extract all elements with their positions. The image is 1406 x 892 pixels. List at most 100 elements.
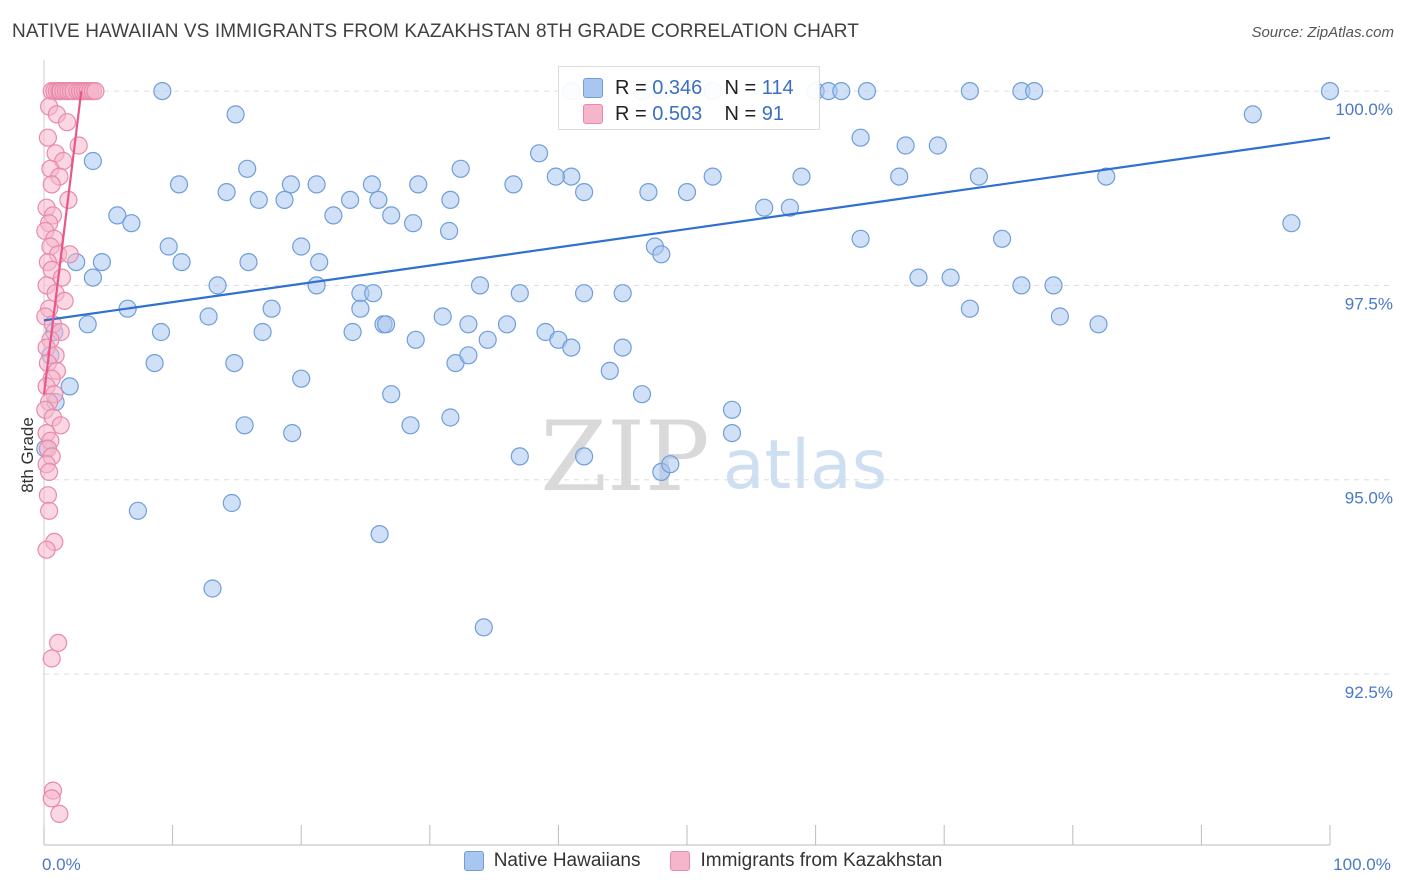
native-hawaiian-point <box>235 416 254 435</box>
native-hawaiian-point <box>275 190 294 209</box>
native-hawaiian-point <box>199 307 218 326</box>
native-hawaiian-point <box>941 268 960 287</box>
native-hawaiian-point <box>370 524 389 544</box>
native-hawaiian-point <box>225 354 244 373</box>
stats-r-label: R = <box>615 102 653 125</box>
kazakhstan-point <box>38 486 58 505</box>
native-hawaiian-point <box>208 276 227 295</box>
kazakhstan-point <box>50 804 69 824</box>
native-hawaiian-point <box>613 338 632 357</box>
native-hawaiian-point <box>83 268 103 287</box>
native-hawaiian-point <box>890 167 909 186</box>
native-hawaiian-point <box>169 175 189 194</box>
native-hawaiian-point <box>281 175 300 194</box>
kazakhstan-point <box>57 113 77 132</box>
native-hawaiian-point <box>451 159 470 178</box>
native-hawaiian-point <box>928 136 947 155</box>
native-hawaiian-point <box>851 229 870 248</box>
series-native-hawaiians <box>36 81 1340 637</box>
stats-n-value: 114 <box>761 76 794 99</box>
kazakhstan-point <box>55 291 74 310</box>
native-hawaiian-point <box>510 284 529 303</box>
native-hawaiian-point <box>292 237 311 256</box>
native-hawaiian-point <box>351 299 370 318</box>
kazakhstan-point <box>51 416 70 435</box>
native-hawaiian-point <box>382 206 401 225</box>
source-label: Source: ZipAtlas.com <box>1251 24 1394 41</box>
native-hawaiian-point <box>1044 276 1063 295</box>
native-hawaiian-point <box>292 369 311 388</box>
native-hawaiian-point <box>780 198 800 217</box>
native-hawaiian-point <box>562 338 581 357</box>
y-tick-label: 95.0% <box>1345 489 1393 508</box>
native-hawaiian-point <box>574 183 594 202</box>
series-immigrants-kazakhstan <box>36 81 105 824</box>
native-hawaiian-point <box>172 253 191 272</box>
tick-labels: 92.5% 95.0% 97.5% 100.0% 0.0% 100.0% <box>42 100 1393 874</box>
native-hawaiian-point <box>832 81 851 101</box>
kazakhstan-point <box>37 540 56 559</box>
native-hawaiian-point <box>703 167 722 186</box>
native-hawaiian-point <box>1243 105 1262 124</box>
native-hawaiian-point <box>222 493 241 513</box>
stats-r-label: R = <box>615 76 653 99</box>
native-hawaiian-point <box>341 190 360 209</box>
kazakhstan-point <box>52 268 72 287</box>
stats-n-label: N = <box>724 76 762 99</box>
native-hawaiian-point <box>1089 315 1108 334</box>
stats-row-native-hawaiians: R = 0.346 N = 114 <box>583 74 794 102</box>
native-hawaiian-point <box>239 253 258 272</box>
native-hawaiian-point <box>1282 214 1301 233</box>
y-tick-label: 97.5% <box>1345 294 1393 313</box>
legend-item-kazakhstan[interactable]: Immigrants from Kazakhstan <box>670 850 942 872</box>
native-hawaiian-point <box>122 214 141 233</box>
native-hawaiian-point <box>1050 307 1070 326</box>
native-hawaiian-point <box>574 284 594 303</box>
native-hawaiian-point <box>433 307 452 326</box>
legend-swatch-blue <box>463 851 484 871</box>
native-hawaiian-point <box>343 322 362 342</box>
kazakhstan-point <box>39 462 59 481</box>
stats-n-value: 91 <box>761 102 785 125</box>
native-hawaiian-point <box>283 424 302 443</box>
native-hawaiian-point <box>1097 167 1116 186</box>
native-hawaiian-point <box>409 175 428 194</box>
native-hawaiian-point <box>401 416 420 435</box>
native-hawaiian-point <box>441 190 460 209</box>
native-hawaiian-point <box>661 455 680 474</box>
stats-row-kazakhstan: R = 0.503 N = 91 <box>583 100 785 128</box>
trend-lines <box>42 90 1331 395</box>
x-tick-label: 0.0% <box>42 855 81 874</box>
chart-title: NATIVE HAWAIIAN VS IMMIGRANTS FROM KAZAK… <box>12 21 859 42</box>
native-hawaiian-point <box>307 276 326 295</box>
native-hawaiian-point <box>639 183 658 202</box>
native-hawaiian-point <box>459 315 478 334</box>
y-tick-label: 100.0% <box>1335 100 1393 119</box>
native-hawaiian-point <box>324 206 343 225</box>
x-tick-label: 100.0% <box>1333 855 1391 874</box>
native-hawaiian-point <box>474 618 493 637</box>
native-hawaiian-point <box>159 237 178 256</box>
watermark-atlas: atlas <box>723 426 887 505</box>
legend-label: Immigrants from Kazakhstan <box>700 850 943 871</box>
native-hawaiian-point <box>441 408 460 427</box>
native-hawaiian-point <box>404 214 423 233</box>
legend-item-native-hawaiians[interactable]: Native Hawaiians <box>463 850 640 872</box>
trend-line-kazakhstan <box>42 90 83 395</box>
native-hawaiian-point <box>60 377 79 396</box>
native-hawaiian-point <box>497 315 517 334</box>
native-hawaiian-point <box>792 167 811 186</box>
native-hawaiian-point <box>960 299 980 318</box>
native-hawaiian-point <box>613 284 632 303</box>
stats-swatch-pink <box>583 104 603 124</box>
kazakhstan-point <box>48 633 68 653</box>
native-hawaiian-point <box>1012 276 1031 295</box>
native-hawaiian-point <box>151 322 171 342</box>
native-hawaiian-point <box>546 167 565 186</box>
native-hawaiian-point <box>83 151 103 171</box>
native-hawaiian-point <box>510 447 529 466</box>
kazakhstan-point <box>42 789 61 808</box>
trend-line-native-hawaiians <box>43 136 1331 322</box>
stats-n-label: N = <box>724 102 762 125</box>
